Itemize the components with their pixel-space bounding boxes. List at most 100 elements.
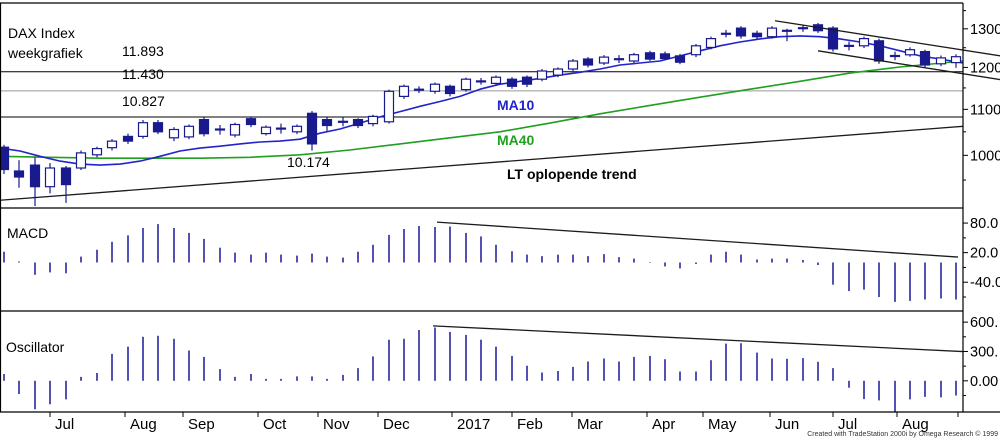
macd-trendline [436, 221, 959, 258]
channel-upper [774, 20, 1000, 57]
x-axis-label: 2017 [457, 416, 490, 433]
candle-body [582, 58, 594, 66]
candle-body [152, 122, 164, 133]
candle-body [644, 52, 656, 60]
candle-body [398, 85, 410, 98]
candle-body [168, 128, 180, 139]
credit-text: Created with TradeStation 2000i by Omega… [807, 431, 998, 438]
macd-histogram [3, 224, 957, 302]
candle-body [567, 60, 579, 70]
candle-body [506, 78, 518, 87]
macd-axis-tick-label: 80.0 [970, 216, 998, 232]
oscillator-histogram [3, 327, 957, 412]
candle-body [198, 118, 210, 135]
ma10-line [0, 35, 964, 166]
candle-body [429, 83, 441, 92]
x-axis-label: Jun [775, 416, 799, 433]
candle-body [766, 27, 778, 38]
candle-body [781, 29, 793, 32]
channel-lower [817, 50, 1000, 81]
ma40-line [0, 60, 964, 159]
candle-body [552, 68, 564, 76]
candle-body [536, 70, 548, 80]
chart-title: DAX Index [8, 25, 75, 41]
x-axis-label: Nov [323, 416, 350, 433]
oscillator-axis-tick-label: 300. [970, 344, 998, 360]
x-axis-label: Aug [902, 416, 929, 433]
candle-body [60, 167, 72, 186]
candle-body [751, 32, 763, 38]
candle-body [690, 45, 702, 56]
candle-body [720, 32, 732, 35]
lt-ascending-trend [0, 125, 964, 201]
candle-body [935, 57, 947, 65]
price-axis-tick-label: 1100 [970, 102, 1000, 118]
macd-axis-tick-label: 20.0 [970, 246, 998, 262]
x-axis-label: Feb [517, 416, 543, 433]
candle-body [291, 125, 303, 133]
x-axis-label: Oct [263, 416, 287, 433]
x-axis-label: Jul [55, 416, 74, 433]
candle-body [75, 152, 87, 169]
candle-body [460, 78, 472, 91]
x-axis-label: May [708, 416, 737, 433]
resistance-level-1: 11.893 [122, 43, 164, 59]
x-axis-label: Aug [130, 416, 157, 433]
candle-body [735, 27, 747, 37]
candle-body [475, 80, 487, 83]
candle-body [797, 27, 809, 30]
macd-panel-label: MACD [7, 225, 49, 241]
x-axis-label: Apr [652, 416, 675, 433]
price-axis-tick-label: 1300 [970, 22, 1000, 38]
candle-body [413, 88, 425, 91]
x-axis-label: Mar [577, 416, 603, 433]
trendline-value-label: 10.174 [287, 154, 330, 170]
candle-body [919, 50, 931, 66]
oscillator-panel-label: Oscillator [6, 339, 65, 355]
candle-body [275, 127, 287, 130]
candle-body [521, 76, 533, 85]
oscillator-axis-tick-label: 0.00 [970, 374, 998, 390]
chart-subtitle: weekgrafiek [8, 45, 83, 61]
candle-body [827, 27, 839, 50]
candle-body [858, 37, 870, 47]
candle-body [598, 56, 610, 64]
trendline-name-label: LT oplopende trend [507, 166, 637, 182]
x-axis-label: Dec [383, 416, 410, 433]
macd-axis-tick-label: -40.0 [970, 275, 1000, 291]
candle-body [44, 167, 56, 188]
candle-body [337, 120, 349, 123]
candle-body [674, 55, 686, 63]
candle-body [659, 53, 671, 60]
x-axis-label: Jul [838, 416, 857, 433]
oscillator-trendline [432, 325, 964, 353]
candle-body [490, 76, 502, 84]
candle-body [260, 126, 272, 135]
candle-body [367, 115, 379, 125]
candle-body [29, 164, 41, 188]
candle-body [214, 128, 226, 131]
candle-body [321, 118, 333, 127]
candle-body [13, 170, 25, 178]
candle-body [613, 58, 625, 61]
price-axis-tick-label: 1000 [970, 148, 1000, 164]
ma10-label: MA10 [497, 97, 535, 113]
candle-body [183, 125, 195, 138]
candle-body [873, 40, 885, 62]
candlestick-series [0, 22, 962, 207]
resistance-level-2: 11.430 [122, 66, 164, 82]
candle-body [106, 140, 118, 149]
candle-body [628, 54, 640, 62]
candle-body [904, 49, 916, 56]
candle-body [229, 123, 241, 136]
ma40-label: MA40 [497, 132, 535, 148]
candle-body [245, 118, 257, 126]
x-axis-label: Sep [188, 416, 215, 433]
candle-body [444, 85, 456, 95]
candle-body [705, 37, 717, 48]
oscillator-axis-tick-label: 600. [970, 315, 998, 331]
candle-body [137, 122, 149, 137]
candle-body [122, 135, 134, 142]
candle-body [352, 118, 364, 127]
